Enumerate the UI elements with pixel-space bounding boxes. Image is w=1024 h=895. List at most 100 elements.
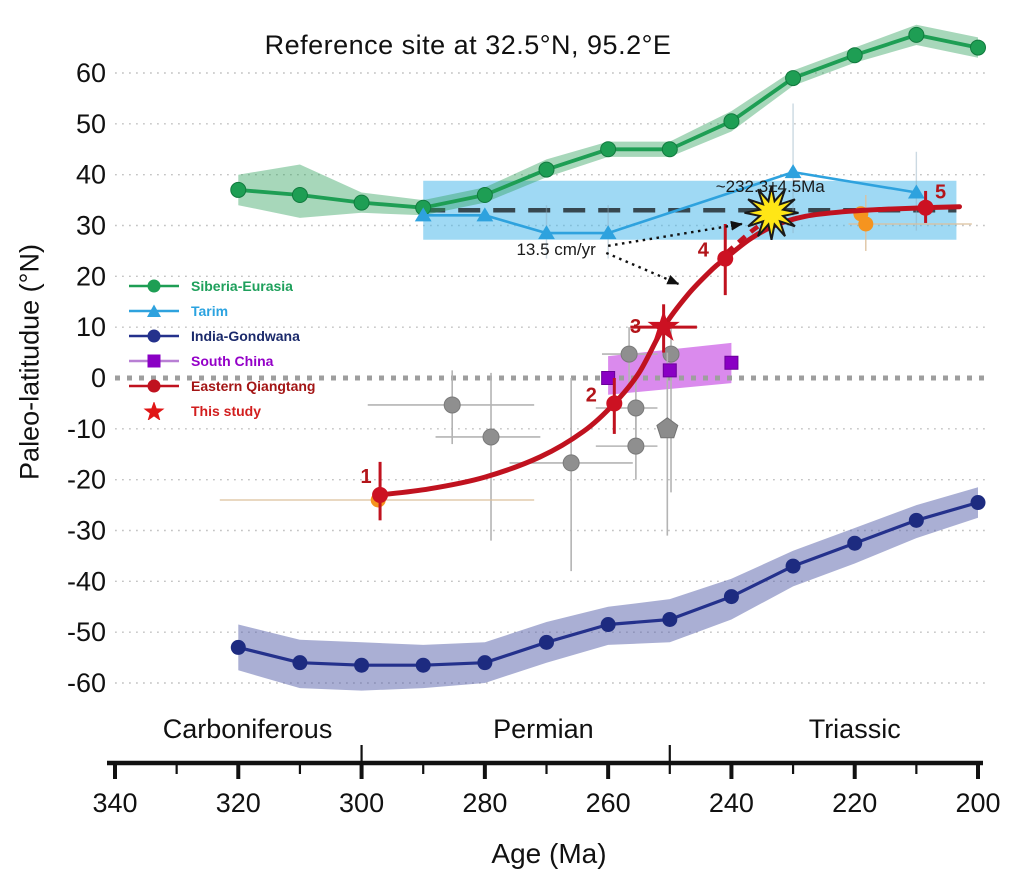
y-axis-tick-label: 20 — [76, 261, 106, 291]
siberia-point — [538, 161, 555, 178]
legend-label-this-study: This study — [191, 402, 262, 419]
x-axis-tick-label: 300 — [339, 788, 384, 818]
legend: Siberia-Eurasia Tarim India-Gondwana South … — [127, 277, 315, 427]
gray-pole-point — [443, 396, 461, 414]
x-axis-tick-label: 260 — [586, 788, 631, 818]
india-point — [970, 495, 986, 511]
rate-arrow — [605, 251, 680, 286]
gray-pole-point — [482, 428, 500, 446]
qiangtang-point — [606, 395, 623, 412]
tarim-point — [907, 184, 925, 199]
qiangtang-point — [717, 250, 734, 267]
india-band — [238, 487, 979, 691]
legend-label-south-china: South China — [191, 352, 274, 369]
tarim-point — [476, 207, 494, 222]
x-axis-tick-label: 320 — [216, 788, 261, 818]
south-china-point — [662, 363, 677, 378]
period-label: Carboniferous — [163, 714, 333, 744]
qiangtang-curve — [377, 204, 962, 498]
point-number-label: 4 — [698, 240, 710, 262]
india-point — [600, 617, 616, 633]
x-axis-tick-label: 220 — [832, 788, 877, 818]
point-number-label: 2 — [586, 384, 597, 406]
x-axis-tick-label: 200 — [955, 788, 1000, 818]
this-study-star — [647, 310, 680, 341]
legend-label-tarim: Tarim — [191, 302, 229, 319]
tarim-point — [414, 207, 432, 222]
y-axis-tick-label: 10 — [76, 312, 106, 342]
siberia-point — [600, 141, 617, 158]
qiangtang-point — [917, 199, 934, 216]
india-point — [477, 655, 493, 671]
rate-arrow — [607, 220, 743, 248]
south-china-point — [601, 371, 616, 385]
legend-label-eastern-qiangtang: Eastern Qiangtang — [191, 377, 316, 394]
tarim-point — [784, 164, 802, 179]
x-axis-tick-label: 240 — [709, 788, 754, 818]
x-axis-title: Age (Ma) — [491, 838, 607, 869]
period-label: Triassic — [809, 714, 901, 744]
siberia-point — [785, 70, 802, 87]
gray-pole-point — [662, 345, 680, 363]
gray-pole-point — [627, 437, 645, 455]
x-axis-tick-label: 340 — [92, 788, 137, 818]
legend-item-india-gondwana: India-Gondwana — [127, 327, 315, 344]
point-number-label: 5 — [935, 182, 946, 204]
siberia-point — [661, 141, 678, 158]
point-number-label: 3 — [630, 316, 641, 338]
siberia-point — [723, 113, 740, 130]
gray-pole-point — [627, 399, 645, 417]
point-number-label: 1 — [361, 466, 372, 488]
y-axis-title: Paleo-latitudue (°N) — [14, 244, 45, 480]
y-axis-tick-label: -60 — [67, 668, 106, 698]
chart-title: Reference site at 32.5°N, 95.2°E — [264, 30, 672, 60]
legend-marker-india-gondwana-icon — [129, 329, 179, 342]
india-point — [415, 657, 431, 673]
legend-item-this-study: This study — [127, 401, 315, 420]
india-point — [539, 634, 554, 650]
legend-marker-south-china-icon — [129, 354, 179, 367]
collision-starburst — [744, 185, 799, 240]
legend-item-siberia-eurasia: Siberia-Eurasia — [127, 277, 315, 294]
tarim-point — [599, 225, 617, 240]
legend-circle — [147, 379, 161, 392]
south-china-point — [724, 355, 739, 370]
legend-label-india-gondwana: India-Gondwana — [191, 327, 300, 344]
siberia-point — [970, 39, 986, 56]
y-axis-tick-label: 40 — [76, 160, 106, 190]
legend-circle — [147, 279, 161, 292]
y-axis-tick-label: -40 — [67, 566, 106, 596]
legend-marker-siberia-eurasia-icon — [129, 279, 179, 292]
india-point — [847, 535, 863, 551]
legend-marker-tarim-icon — [129, 304, 179, 317]
y-axis-tick-label: -20 — [67, 465, 106, 495]
india-point — [662, 611, 678, 627]
legend-marker-eastern-qiangtang-icon — [129, 379, 179, 392]
orange-pole-point — [858, 216, 874, 232]
india-point — [292, 655, 308, 671]
legend-square — [147, 354, 161, 367]
legend-item-eastern-qiangtang: Eastern Qiangtang — [127, 377, 315, 394]
legend-triangle — [147, 304, 161, 317]
legend-label-siberia-eurasia: Siberia-Eurasia — [191, 277, 293, 294]
india-point — [723, 589, 739, 605]
collision-age-label: ~232.3±4.5Ma — [716, 177, 826, 196]
siberia-point — [353, 194, 370, 211]
siberia-point — [846, 47, 863, 64]
y-axis-tick-label: 30 — [76, 211, 106, 241]
tarim-point — [538, 225, 555, 240]
india-point — [230, 639, 246, 655]
period-label: Permian — [493, 714, 594, 744]
siberia-point — [476, 187, 493, 203]
qiangtang-point — [372, 486, 389, 503]
siberia-point — [230, 181, 247, 198]
legend-marker-this-study-icon — [143, 401, 165, 420]
y-axis-tick-label: 50 — [76, 109, 106, 139]
y-axis-tick-label: -30 — [67, 516, 106, 546]
gray-pole-point — [620, 345, 638, 363]
gray-pole-point — [562, 454, 580, 472]
y-axis-tick-label: -50 — [67, 617, 106, 647]
legend-circle — [147, 329, 161, 342]
